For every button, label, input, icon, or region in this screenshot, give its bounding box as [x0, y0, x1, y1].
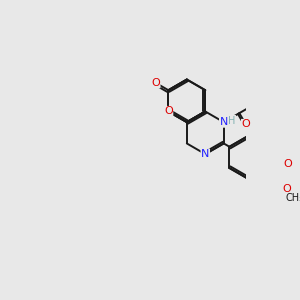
Text: H: H	[228, 116, 236, 125]
Text: O: O	[283, 159, 292, 169]
Text: O: O	[164, 106, 173, 116]
Text: O: O	[242, 119, 250, 130]
Text: N: N	[220, 117, 228, 127]
Text: N: N	[201, 149, 209, 159]
Text: O: O	[151, 78, 160, 88]
Text: O: O	[282, 184, 291, 194]
Text: CH₃: CH₃	[286, 193, 300, 202]
